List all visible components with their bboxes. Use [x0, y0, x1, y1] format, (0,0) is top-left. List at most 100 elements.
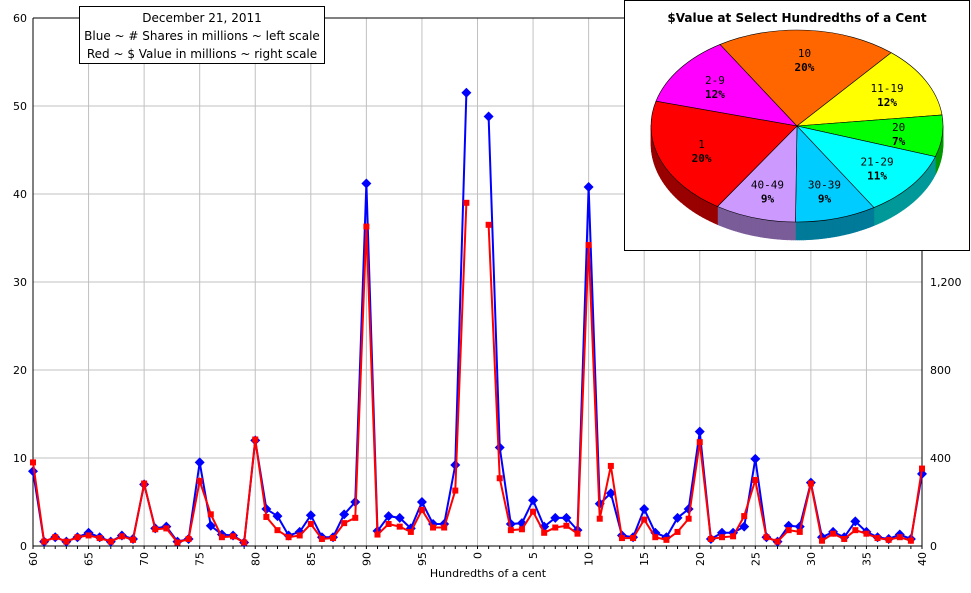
- data-point: [296, 532, 303, 539]
- chart-title: December 21, 2011: [142, 11, 262, 25]
- data-point: [196, 477, 203, 484]
- left-tick-label: 0: [20, 540, 27, 553]
- data-point: [339, 509, 350, 520]
- data-point: [141, 480, 148, 487]
- data-point: [352, 514, 359, 521]
- data-point: [118, 533, 125, 540]
- pie-side: [695, 194, 700, 216]
- data-point: [585, 242, 592, 249]
- right-tick-label: 1,200: [930, 276, 962, 289]
- data-point: [30, 459, 36, 466]
- series-line: [32, 202, 923, 545]
- data-point: [707, 535, 714, 542]
- pie-slice-label: 21-29: [861, 156, 894, 169]
- data-point: [107, 538, 114, 545]
- data-point: [96, 535, 103, 542]
- pie-side: [762, 218, 766, 238]
- pie-slice-pct: 11%: [867, 170, 887, 183]
- pie-side: [877, 204, 881, 225]
- pie-side: [817, 220, 821, 240]
- data-point: [416, 497, 427, 507]
- data-point: [907, 537, 914, 544]
- data-point: [563, 522, 570, 529]
- pie-side: [825, 219, 829, 239]
- data-point: [307, 521, 314, 527]
- data-point: [818, 537, 825, 544]
- data-point: [74, 534, 81, 541]
- data-point: [394, 512, 405, 523]
- pie-side: [677, 180, 682, 203]
- pie-slice-pct: 12%: [705, 88, 725, 101]
- data-point: [463, 199, 470, 206]
- data-point: [830, 530, 837, 537]
- x-tick-label: 40: [916, 552, 929, 566]
- x-tick-label: 0: [472, 552, 485, 559]
- pie-side: [780, 221, 784, 240]
- data-point: [618, 535, 625, 542]
- data-point: [630, 535, 637, 542]
- data-point: [841, 535, 848, 542]
- x-tick-label: 80: [249, 552, 262, 566]
- pie-side: [829, 218, 833, 238]
- pie-side: [706, 200, 711, 222]
- pie-side: [760, 218, 764, 238]
- x-tick-label: 5: [527, 552, 540, 559]
- data-point: [685, 515, 692, 522]
- pie-side: [793, 221, 796, 241]
- data-point: [361, 178, 372, 189]
- data-point: [485, 221, 492, 228]
- data-point: [194, 457, 205, 468]
- data-point: [785, 527, 792, 534]
- data-point: [852, 527, 859, 534]
- pie-side: [811, 221, 815, 240]
- data-point: [530, 508, 537, 515]
- left-tick-label: 10: [13, 452, 27, 465]
- data-point: [130, 536, 137, 543]
- pie-side: [764, 219, 768, 239]
- pie-chart-inset: $Value at Select Hundredths of a Cent 2-…: [624, 0, 970, 251]
- pie-side: [672, 175, 676, 198]
- data-point: [552, 524, 559, 531]
- left-tick-label: 50: [13, 100, 27, 113]
- pie-side: [766, 219, 770, 239]
- data-point: [663, 536, 670, 543]
- pie-slice-label: 10: [798, 47, 811, 60]
- data-point: [752, 477, 759, 483]
- pie-slice: [655, 44, 798, 127]
- pie-slice-label: 30-39: [808, 179, 841, 192]
- data-point: [461, 87, 472, 98]
- x-tick-label: 25: [749, 552, 762, 566]
- pie-slice: [796, 125, 936, 208]
- pie-chart: 2-912%1020%11-1912%207%21-2911%30-399%40…: [650, 29, 944, 241]
- data-point: [407, 528, 414, 535]
- pie-side: [683, 185, 687, 208]
- data-point: [396, 523, 403, 530]
- data-point: [452, 487, 459, 494]
- data-point: [330, 535, 337, 542]
- pie-side: [702, 198, 707, 220]
- data-point: [174, 539, 181, 546]
- data-point: [807, 480, 814, 487]
- pie-slice-label: 1: [698, 138, 705, 151]
- data-point: [274, 527, 281, 534]
- pie-side: [689, 190, 693, 212]
- pie-side: [875, 205, 879, 226]
- pie-side: [680, 183, 684, 206]
- data-point: [85, 532, 92, 539]
- pie-side: [823, 219, 827, 239]
- pie-slice: [716, 125, 798, 223]
- x-tick-label: 10: [583, 552, 596, 566]
- data-point: [850, 516, 861, 527]
- data-point: [672, 512, 683, 523]
- pie-slice-pct: 20%: [795, 61, 815, 74]
- pie-slice: [796, 52, 943, 127]
- left-tick-label: 60: [13, 12, 27, 25]
- data-point: [607, 462, 614, 469]
- data-point: [541, 529, 548, 536]
- data-point: [218, 534, 225, 541]
- data-point: [796, 528, 803, 535]
- pie-side: [815, 220, 819, 240]
- data-point: [718, 534, 725, 541]
- left-tick-label: 40: [13, 188, 27, 201]
